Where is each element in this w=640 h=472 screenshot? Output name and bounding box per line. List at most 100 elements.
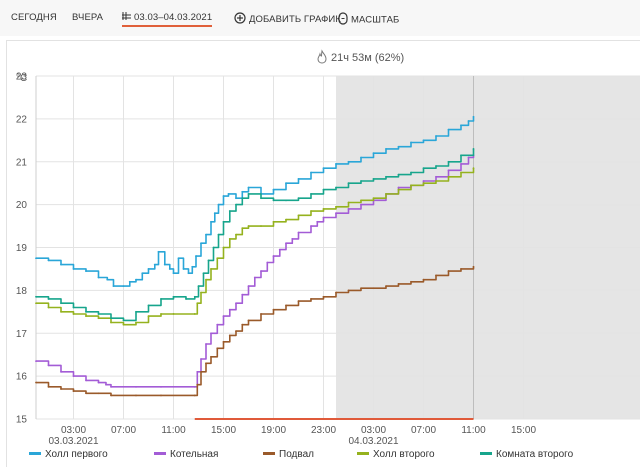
- yesterday-button[interactable]: ВЧЕРА: [72, 12, 104, 23]
- y-tick-label: 17: [16, 329, 28, 340]
- series-1-point: [260, 270, 262, 272]
- series-1-point: [397, 186, 400, 189]
- series-0-point: [128, 280, 131, 283]
- series-2-point: [241, 323, 244, 326]
- series-2-point: [35, 381, 37, 384]
- zoom-button[interactable]: МАСШТАБ: [338, 12, 399, 28]
- series-0-point: [122, 285, 125, 287]
- series-4-point: [247, 193, 250, 195]
- series-4-point: [185, 298, 187, 300]
- series-0-point: [200, 242, 202, 245]
- y-tick-label: 21: [16, 157, 28, 168]
- series-0-point: [285, 182, 287, 185]
- series-1-point: [216, 323, 219, 326]
- series-4-point: [193, 295, 196, 298]
- series-3-point: [72, 313, 75, 315]
- series-2-point: [222, 340, 225, 343]
- series-0-point: [360, 156, 362, 159]
- series-1-point: [205, 343, 207, 345]
- series-0-point: [141, 272, 144, 275]
- y-tick-label: 18: [16, 286, 28, 297]
- series-0-point: [372, 152, 375, 155]
- series-0-point: [422, 139, 425, 142]
- legend-label: Комната второго: [496, 449, 574, 460]
- series-1-point: [291, 238, 294, 240]
- series-4-point: [410, 171, 412, 174]
- series-4-point: [472, 147, 475, 150]
- series-2-point: [447, 270, 450, 272]
- series-0-point: [217, 203, 220, 206]
- series-2-point: [216, 347, 219, 350]
- series-0-point: [447, 128, 450, 131]
- series-0-point: [297, 178, 300, 180]
- series-2-point: [135, 394, 137, 397]
- series-3-point: [460, 171, 462, 174]
- series-4-point: [72, 306, 75, 309]
- series-1-point: [467, 156, 470, 159]
- add-chart-button[interactable]: ДОБАВИТЬ ГРАФИК: [234, 12, 341, 27]
- series-1-point: [160, 385, 162, 388]
- series-0-point: [172, 272, 175, 275]
- series-1-point: [105, 383, 107, 386]
- series-1-point: [196, 370, 199, 373]
- series-2-point: [193, 394, 196, 397]
- series-3-point: [360, 199, 362, 202]
- series-2-point: [228, 334, 231, 337]
- series-0-point: [205, 233, 207, 236]
- series-1-point: [35, 360, 37, 363]
- series-4-point: [322, 188, 325, 191]
- series-4-point: [272, 199, 275, 202]
- series-0-point: [85, 270, 87, 272]
- x-tick-label: 19:00: [261, 425, 286, 436]
- series-3-point: [60, 310, 62, 313]
- series-line-3: [36, 168, 475, 326]
- series-2-point: [272, 308, 275, 311]
- legend-swatch: [29, 452, 41, 455]
- series-1-point: [322, 216, 325, 219]
- series-4-point: [97, 313, 100, 315]
- series-0-point: [112, 285, 115, 287]
- series-3-point: [172, 313, 175, 315]
- series-3-point: [85, 315, 87, 317]
- date-range-button[interactable]: 03.03–04.03.2021: [122, 12, 213, 28]
- calendar-range-icon: [122, 12, 131, 23]
- series-1-point: [241, 293, 244, 296]
- series-4-point: [47, 298, 50, 300]
- series-4-point: [335, 186, 337, 189]
- series-4-point: [447, 160, 450, 163]
- series-2-point: [472, 265, 475, 268]
- series-1-point: [235, 302, 237, 305]
- series-2-point: [60, 388, 62, 390]
- series-3-point: [385, 193, 387, 195]
- date-range-label: 03.03–04.03.2021: [134, 12, 213, 24]
- series-4-point: [222, 220, 225, 223]
- series-4-point: [207, 259, 210, 262]
- series-4-point: [310, 193, 312, 195]
- today-button[interactable]: СЕГОДНЯ: [11, 12, 57, 23]
- series-4-point: [460, 154, 462, 157]
- series-2-point: [460, 268, 462, 270]
- series-3-point: [347, 201, 350, 204]
- series-0-point: [191, 265, 194, 268]
- heating-time: 21ч 53м (62%): [331, 52, 404, 64]
- legend-label: Подвал: [279, 449, 314, 460]
- y-tick-label: 15: [16, 415, 28, 426]
- series-0-point: [347, 160, 350, 163]
- series-0-point: [72, 268, 75, 270]
- series-4-point: [85, 310, 87, 313]
- series-4-point: [260, 197, 262, 200]
- series-1-point: [85, 379, 87, 382]
- series-line-1: [36, 155, 475, 388]
- series-1-point: [228, 308, 231, 311]
- series-0-point: [222, 195, 225, 197]
- series-3-point: [272, 220, 275, 223]
- heating-interval-bar: [194, 418, 474, 420]
- series-3-point: [241, 227, 244, 230]
- series-4-point: [372, 178, 375, 180]
- series-2-point: [360, 287, 362, 290]
- series-1-point: [253, 276, 256, 279]
- legend-swatch: [154, 452, 166, 455]
- legend-label: Холл первого: [45, 449, 108, 460]
- series-2-point: [97, 392, 100, 395]
